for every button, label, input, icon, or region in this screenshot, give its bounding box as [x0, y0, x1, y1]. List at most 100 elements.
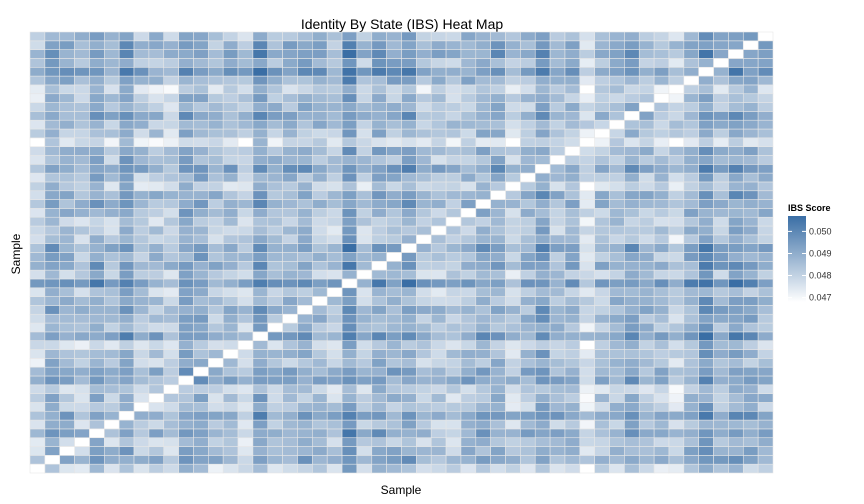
heatmap-cell [163, 375, 179, 386]
heatmap-cell [133, 164, 150, 174]
heatmap-cell [297, 119, 313, 130]
heatmap-cell [282, 428, 298, 439]
heatmap-cell [267, 446, 283, 456]
heatmap-cell [416, 66, 432, 77]
heatmap-cell [312, 208, 328, 218]
heatmap-cell [624, 31, 640, 42]
heatmap-cell [297, 234, 313, 244]
heatmap-cell [505, 66, 521, 77]
heatmap-cell [118, 463, 135, 474]
heatmap-cell [222, 455, 239, 465]
heatmap-cell [742, 75, 759, 86]
heatmap-cell [579, 58, 595, 68]
heatmap-cell [104, 296, 120, 306]
heatmap-cell [326, 269, 343, 280]
heatmap-cell [683, 164, 700, 174]
heatmap-cell [549, 40, 566, 50]
heatmap-cell [594, 287, 610, 297]
heatmap-cell [326, 137, 343, 147]
heatmap-cell [133, 208, 150, 218]
heatmap-cell [297, 393, 313, 403]
heatmap-cell [505, 313, 521, 324]
heatmap-cell [490, 446, 506, 456]
heatmap-cell [460, 84, 477, 95]
heatmap-cell [148, 384, 165, 394]
heatmap-cell [118, 102, 135, 112]
heatmap-cell [356, 313, 373, 324]
heatmap-cell [282, 75, 298, 86]
heatmap-cell [564, 340, 581, 350]
heatmap-cell [594, 375, 610, 386]
heatmap-cell [520, 75, 536, 86]
heatmap-cell [698, 455, 714, 465]
heatmap-cell [237, 331, 254, 342]
heatmap-cell [74, 375, 90, 386]
heatmap-cell [534, 146, 551, 156]
heatmap-cell [609, 243, 625, 253]
heatmap-cell [505, 93, 521, 103]
heatmap-diagonal-cell [549, 155, 566, 165]
heatmap-cell [549, 349, 566, 359]
heatmap-cell [237, 216, 254, 227]
heatmap-cell [252, 49, 269, 59]
heatmap-diagonal-cell [609, 119, 625, 130]
heatmap-cell [59, 384, 75, 394]
heatmap-diagonal-cell [267, 322, 283, 333]
heatmap-cell [416, 40, 432, 50]
heatmap-cell [267, 287, 283, 297]
heatmap-cell [386, 58, 402, 68]
heatmap-cell [237, 419, 254, 430]
heatmap-cell [728, 75, 744, 86]
heatmap-cell [564, 93, 581, 103]
heatmap-cell [178, 31, 194, 42]
heatmap-cell [653, 313, 670, 324]
heatmap-cell [505, 225, 521, 236]
heatmap-cell [59, 164, 75, 174]
heatmap-cell [668, 384, 685, 394]
heatmap-cell [104, 128, 120, 139]
heatmap-cell [742, 111, 759, 121]
heatmap-cell [534, 278, 551, 289]
heatmap-cell [104, 155, 120, 165]
heatmap-cell [163, 340, 179, 350]
heatmap-cell [445, 208, 462, 218]
heatmap-cell [341, 419, 358, 430]
heatmap-cell [520, 410, 536, 421]
heatmap-cell [683, 384, 700, 394]
heatmap-cell [742, 58, 759, 68]
heatmap-cell [683, 428, 700, 439]
heatmap-cell [594, 234, 610, 244]
heatmap-cell [104, 313, 120, 324]
heatmap-cell [356, 375, 373, 386]
heatmap-cell [133, 119, 150, 130]
heatmap-cell [297, 428, 313, 439]
heatmap-cell [505, 243, 521, 253]
heatmap-cell [133, 437, 150, 447]
heatmap-cell [104, 463, 120, 474]
heatmap-cell [371, 287, 387, 297]
heatmap-cell [742, 102, 759, 112]
heatmap-cell [713, 243, 729, 253]
heatmap-cell [148, 66, 165, 77]
heatmap-cell [579, 269, 595, 280]
heatmap-cell [44, 75, 61, 86]
heatmap-cell [44, 155, 61, 165]
heatmap-cell [44, 66, 61, 77]
heatmap-cell [728, 66, 744, 77]
heatmap-cell [341, 463, 358, 474]
heatmap-cell [624, 102, 640, 112]
heatmap-cell [742, 190, 759, 200]
heatmap-cell [713, 252, 729, 262]
heatmap-cell [668, 349, 685, 359]
heatmap-cell [416, 155, 432, 165]
heatmap-diagonal-cell [89, 428, 105, 439]
heatmap-cell [74, 155, 90, 165]
heatmap-cell [104, 252, 120, 262]
heatmap-cell [653, 216, 670, 227]
heatmap-cell [312, 199, 328, 209]
heatmap-cell [341, 190, 358, 200]
heatmap-cell [89, 190, 105, 200]
heatmap-cell [564, 216, 581, 227]
heatmap-cell [312, 137, 328, 147]
heatmap-cell [267, 111, 283, 121]
